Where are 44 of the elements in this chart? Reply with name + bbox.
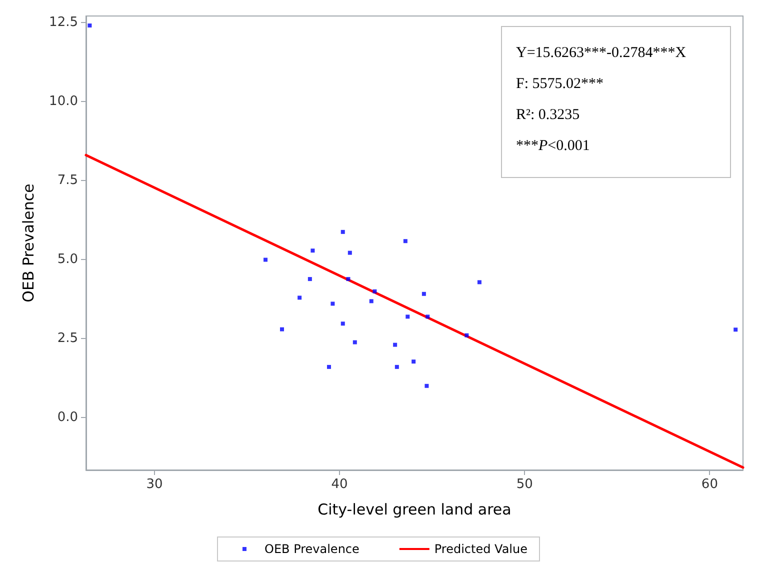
point — [340, 322, 345, 326]
point — [406, 314, 410, 319]
annotation: F: 5575.02*** — [516, 76, 605, 93]
point — [393, 342, 398, 347]
point — [264, 258, 268, 262]
point — [340, 230, 345, 234]
point — [369, 299, 374, 304]
y-tick-label: 5.0 — [57, 252, 78, 267]
point — [372, 289, 377, 294]
y-tick-label: 2.5 — [57, 330, 78, 346]
y-tick-label: 7.5 — [57, 172, 78, 188]
point — [348, 250, 352, 255]
legend-label: OEB Prevalence — [264, 542, 360, 556]
legend-label: Predicted Value — [434, 542, 528, 556]
point — [464, 333, 469, 338]
x-tick-label: 30 — [146, 477, 163, 492]
annotation: R²: 0.3235 — [516, 107, 581, 124]
x-tick-label: 50 — [516, 477, 533, 492]
point — [310, 248, 315, 253]
y-tick-label: 12.5 — [49, 14, 78, 30]
x-tick-label: 40 — [331, 477, 348, 492]
x-tick-label: 60 — [701, 477, 718, 492]
point — [346, 277, 350, 282]
point — [394, 364, 399, 369]
point — [426, 314, 430, 319]
y-tick-label: 10.0 — [49, 94, 78, 109]
point — [330, 302, 335, 306]
point — [412, 360, 416, 364]
annotation: Y=15.6263***-0.2784***X — [516, 45, 688, 62]
point — [326, 364, 331, 369]
y-tick-label: 0.0 — [57, 410, 78, 426]
point — [403, 239, 408, 244]
point — [424, 384, 429, 388]
x-axis-title: City-level green land area — [318, 500, 512, 518]
point — [280, 327, 284, 332]
point — [734, 328, 738, 332]
point — [298, 296, 302, 300]
annotation: ***P<0.001 — [516, 138, 591, 155]
point — [422, 292, 426, 296]
y-axis-title: OEB Prevalence — [20, 184, 38, 302]
point — [308, 277, 312, 282]
point — [352, 340, 357, 344]
point — [477, 280, 482, 284]
point — [88, 23, 92, 28]
